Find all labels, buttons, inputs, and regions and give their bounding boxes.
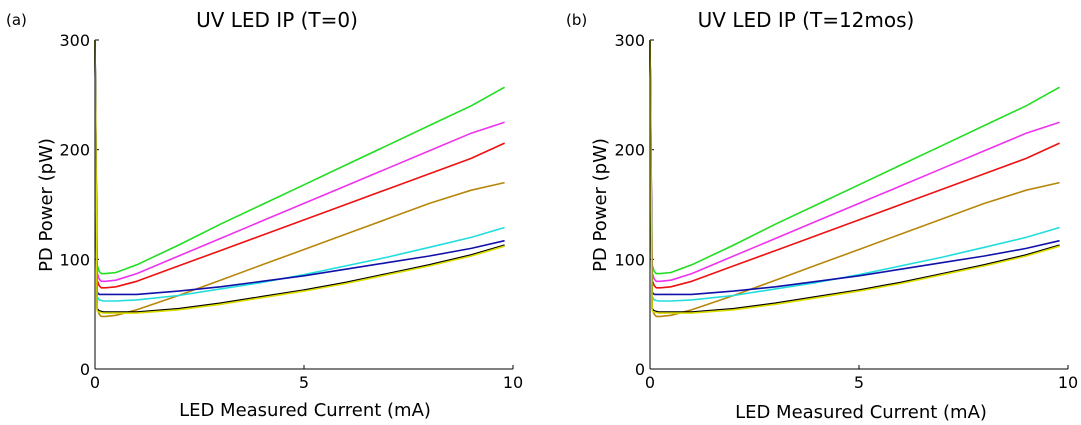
series-line-4: [94, 39, 505, 318]
chart-title: UV LED IP (T=12mos): [698, 8, 915, 32]
y-tick-label: 100: [59, 250, 90, 269]
panel-label: (a): [6, 11, 27, 29]
series-line-3: [94, 39, 505, 289]
series-line-7: [94, 39, 505, 313]
series-line-5: [649, 39, 1060, 302]
x-tick-label: 5: [299, 373, 309, 392]
x-axis-label: LED Measured Current (mA): [179, 400, 431, 421]
y-tick-label: 0: [80, 360, 90, 379]
series-group: [94, 39, 505, 318]
series-line-4: [649, 39, 1060, 318]
x-tick-label: 10: [1058, 373, 1078, 392]
y-tick-label: 0: [635, 360, 645, 379]
x-tick-label: 0: [645, 373, 655, 392]
series-line-2: [94, 39, 505, 283]
chart-title: UV LED IP (T=0): [196, 8, 358, 32]
series-line-6: [94, 39, 505, 296]
chart-panel-a: (a) UV LED IP (T=0) PD Power (pW) LED Me…: [6, 8, 523, 421]
series-line-8: [94, 39, 505, 314]
x-tick-label: 5: [854, 373, 864, 392]
y-tick-label: 200: [614, 141, 645, 160]
y-tick-label: 100: [614, 250, 645, 269]
panel-label: (b): [566, 11, 587, 29]
y-tick-label: 200: [59, 141, 90, 160]
axes: [649, 40, 1068, 370]
y-tick-label: 300: [59, 31, 90, 50]
x-tick-label: 0: [90, 373, 100, 392]
x-tick-label: 10: [503, 373, 523, 392]
chart-panel-b: (b) UV LED IP (T=12mos) PD Power (pW) LE…: [566, 8, 1078, 423]
series-line-6: [649, 39, 1060, 296]
y-axis-label: PD Power (pW): [36, 138, 57, 272]
series-line-8: [649, 39, 1060, 314]
series-line-1: [94, 39, 505, 275]
series-line-1: [649, 39, 1060, 275]
y-axis-label: PD Power (pW): [590, 138, 611, 272]
series-line-2: [649, 39, 1060, 283]
x-axis-label: LED Measured Current (mA): [735, 402, 987, 423]
series-group: [649, 39, 1060, 318]
series-line-7: [649, 39, 1060, 313]
y-tick-label: 300: [614, 31, 645, 50]
series-line-5: [94, 39, 505, 302]
axes: [94, 40, 513, 370]
series-line-3: [649, 39, 1060, 289]
